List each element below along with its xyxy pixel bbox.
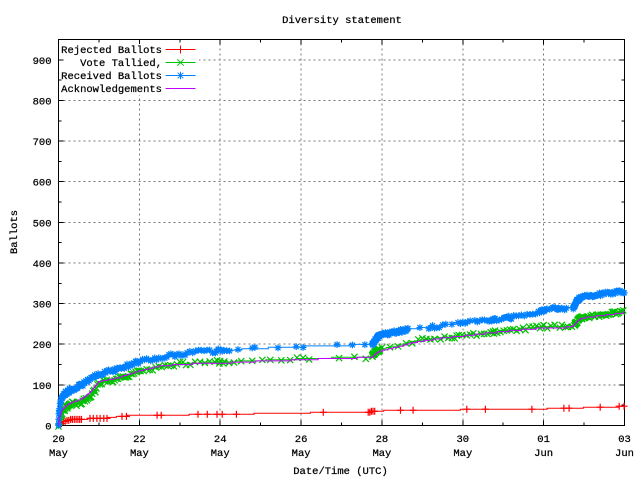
svg-text:03: 03 bbox=[618, 434, 631, 446]
svg-text:20: 20 bbox=[52, 434, 65, 446]
svg-text:01: 01 bbox=[537, 434, 550, 446]
svg-text:800: 800 bbox=[33, 96, 52, 108]
svg-text:300: 300 bbox=[33, 300, 52, 312]
svg-text:600: 600 bbox=[33, 178, 52, 190]
svg-text:May: May bbox=[211, 448, 230, 460]
svg-text:500: 500 bbox=[33, 218, 52, 230]
svg-text:22: 22 bbox=[133, 434, 146, 446]
svg-text:24: 24 bbox=[214, 434, 227, 446]
svg-text:0: 0 bbox=[45, 422, 51, 434]
svg-text:26: 26 bbox=[295, 434, 308, 446]
svg-text:May: May bbox=[372, 448, 391, 460]
svg-text:May: May bbox=[130, 448, 149, 460]
svg-text:Ballots: Ballots bbox=[9, 210, 21, 254]
svg-text:700: 700 bbox=[33, 137, 52, 149]
svg-text:May: May bbox=[292, 448, 311, 460]
svg-text:30: 30 bbox=[456, 434, 469, 446]
svg-text:Diversity statement: Diversity statement bbox=[282, 15, 402, 27]
svg-text:Date/Time (UTC): Date/Time (UTC) bbox=[293, 466, 388, 478]
svg-text:Jun: Jun bbox=[615, 448, 634, 460]
svg-text:Rejected Ballots: Rejected Ballots bbox=[61, 45, 162, 57]
svg-text:28: 28 bbox=[376, 434, 389, 446]
svg-text:Jun: Jun bbox=[534, 448, 553, 460]
svg-text:Acknowledgements: Acknowledgements bbox=[61, 84, 162, 96]
svg-text:200: 200 bbox=[33, 340, 52, 352]
svg-text:Vote Tallied,: Vote Tallied, bbox=[80, 58, 162, 70]
svg-text:900: 900 bbox=[33, 56, 52, 68]
svg-text:Received Ballots: Received Ballots bbox=[61, 71, 162, 83]
svg-text:May: May bbox=[453, 448, 472, 460]
svg-text:400: 400 bbox=[33, 259, 52, 271]
svg-text:100: 100 bbox=[33, 381, 52, 393]
svg-text:May: May bbox=[49, 448, 68, 460]
